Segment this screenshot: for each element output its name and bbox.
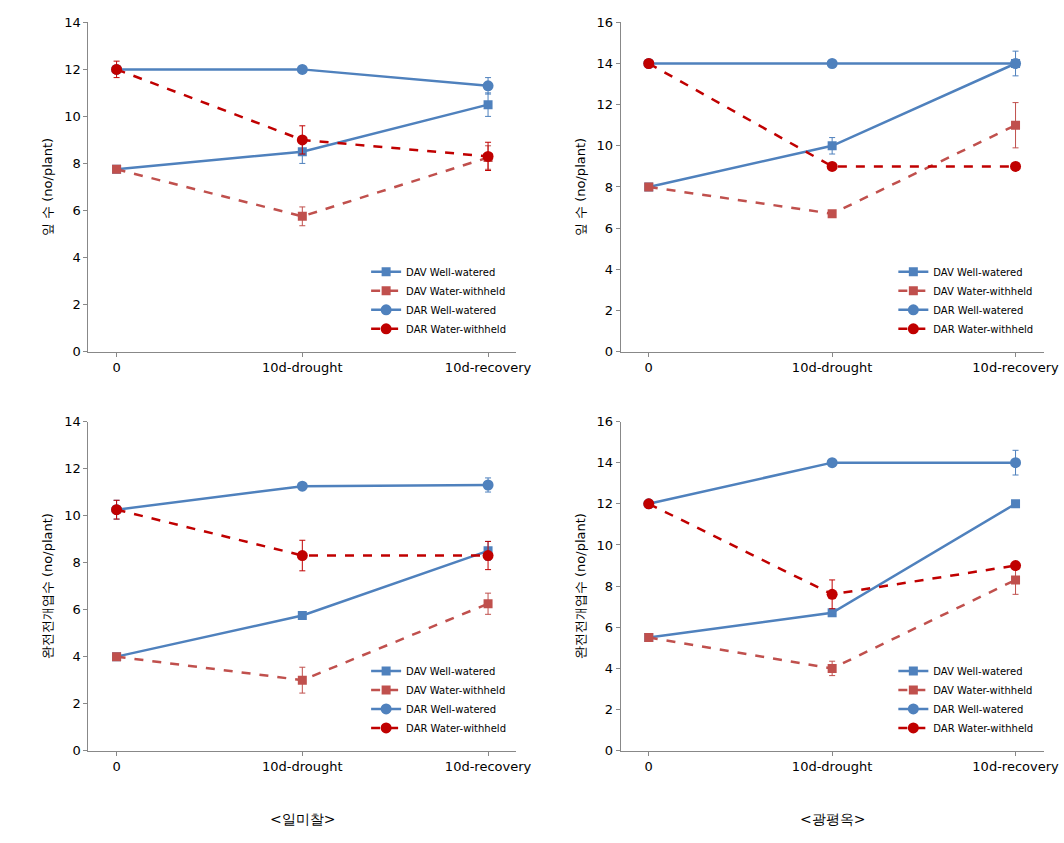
svg-text:14: 14 xyxy=(64,414,81,429)
svg-text:DAR Water-withheld: DAR Water-withheld xyxy=(406,723,506,734)
svg-text:6: 6 xyxy=(72,602,80,617)
svg-text:잎 수 (no/plant): 잎 수 (no/plant) xyxy=(40,138,55,236)
svg-text:12: 12 xyxy=(597,97,614,112)
svg-text:2: 2 xyxy=(605,303,613,318)
svg-text:12: 12 xyxy=(64,62,81,77)
svg-text:8: 8 xyxy=(72,555,80,570)
svg-text:DAR Well-watered: DAR Well-watered xyxy=(406,704,496,715)
svg-text:2: 2 xyxy=(605,702,613,717)
svg-text:6: 6 xyxy=(605,221,613,236)
svg-text:<일미찰>: <일미찰> xyxy=(270,811,335,827)
svg-text:12: 12 xyxy=(64,461,81,476)
svg-text:DAV Water-withheld: DAV Water-withheld xyxy=(933,286,1032,297)
svg-text:10d-drought: 10d-drought xyxy=(792,360,873,375)
svg-text:8: 8 xyxy=(605,579,613,594)
svg-text:DAR Water-withheld: DAR Water-withheld xyxy=(406,324,506,335)
svg-text:DAV Well-watered: DAV Well-watered xyxy=(406,666,495,677)
svg-text:DAR Well-watered: DAR Well-watered xyxy=(933,305,1023,316)
svg-text:10d-recovery: 10d-recovery xyxy=(445,759,532,774)
svg-text:14: 14 xyxy=(597,56,614,71)
svg-text:0: 0 xyxy=(605,743,613,758)
svg-text:완전전개엽수 (no/plant): 완전전개엽수 (no/plant) xyxy=(573,513,588,659)
svg-text:DAV Water-withheld: DAV Water-withheld xyxy=(933,685,1032,696)
svg-text:16: 16 xyxy=(597,15,614,30)
svg-text:완전전개엽수 (no/plant): 완전전개엽수 (no/plant) xyxy=(40,513,55,659)
svg-text:DAR Water-withheld: DAR Water-withheld xyxy=(933,723,1033,734)
svg-text:10: 10 xyxy=(597,538,614,553)
svg-text:10d-recovery: 10d-recovery xyxy=(972,360,1059,375)
svg-text:4: 4 xyxy=(72,649,80,664)
svg-text:0: 0 xyxy=(645,360,653,375)
svg-text:0: 0 xyxy=(72,743,80,758)
svg-text:DAV Well-watered: DAV Well-watered xyxy=(933,267,1022,278)
svg-text:4: 4 xyxy=(605,262,613,277)
svg-text:DAV Well-watered: DAV Well-watered xyxy=(406,267,495,278)
svg-text:0: 0 xyxy=(645,759,653,774)
svg-text:<광평옥>: <광평옥> xyxy=(800,811,865,827)
svg-text:2: 2 xyxy=(72,696,80,711)
svg-text:0: 0 xyxy=(112,360,120,375)
svg-text:4: 4 xyxy=(72,250,80,265)
svg-text:10d-recovery: 10d-recovery xyxy=(445,360,532,375)
svg-text:DAR Water-withheld: DAR Water-withheld xyxy=(933,324,1033,335)
svg-text:10d-recovery: 10d-recovery xyxy=(972,759,1059,774)
svg-text:DAR Well-watered: DAR Well-watered xyxy=(406,305,496,316)
svg-text:10: 10 xyxy=(64,508,81,523)
svg-text:DAR Well-watered: DAR Well-watered xyxy=(933,704,1023,715)
svg-text:12: 12 xyxy=(597,496,614,511)
svg-text:6: 6 xyxy=(72,203,80,218)
svg-text:10d-drought: 10d-drought xyxy=(262,759,343,774)
svg-text:0: 0 xyxy=(72,344,80,359)
svg-text:2: 2 xyxy=(72,297,80,312)
svg-text:DAV Water-withheld: DAV Water-withheld xyxy=(406,286,505,297)
svg-text:10d-drought: 10d-drought xyxy=(792,759,873,774)
svg-text:10: 10 xyxy=(597,138,614,153)
svg-text:DAV Well-watered: DAV Well-watered xyxy=(933,666,1022,677)
svg-text:10d-drought: 10d-drought xyxy=(262,360,343,375)
svg-text:14: 14 xyxy=(597,455,614,470)
svg-text:0: 0 xyxy=(605,344,613,359)
svg-text:DAV Water-withheld: DAV Water-withheld xyxy=(406,685,505,696)
svg-text:8: 8 xyxy=(605,179,613,194)
svg-text:16: 16 xyxy=(597,414,614,429)
svg-text:4: 4 xyxy=(605,661,613,676)
svg-text:0: 0 xyxy=(112,759,120,774)
svg-text:잎 수 (no/plant): 잎 수 (no/plant) xyxy=(573,138,588,236)
svg-text:6: 6 xyxy=(605,620,613,635)
svg-text:8: 8 xyxy=(72,156,80,171)
svg-text:14: 14 xyxy=(64,15,81,30)
svg-text:10: 10 xyxy=(64,109,81,124)
